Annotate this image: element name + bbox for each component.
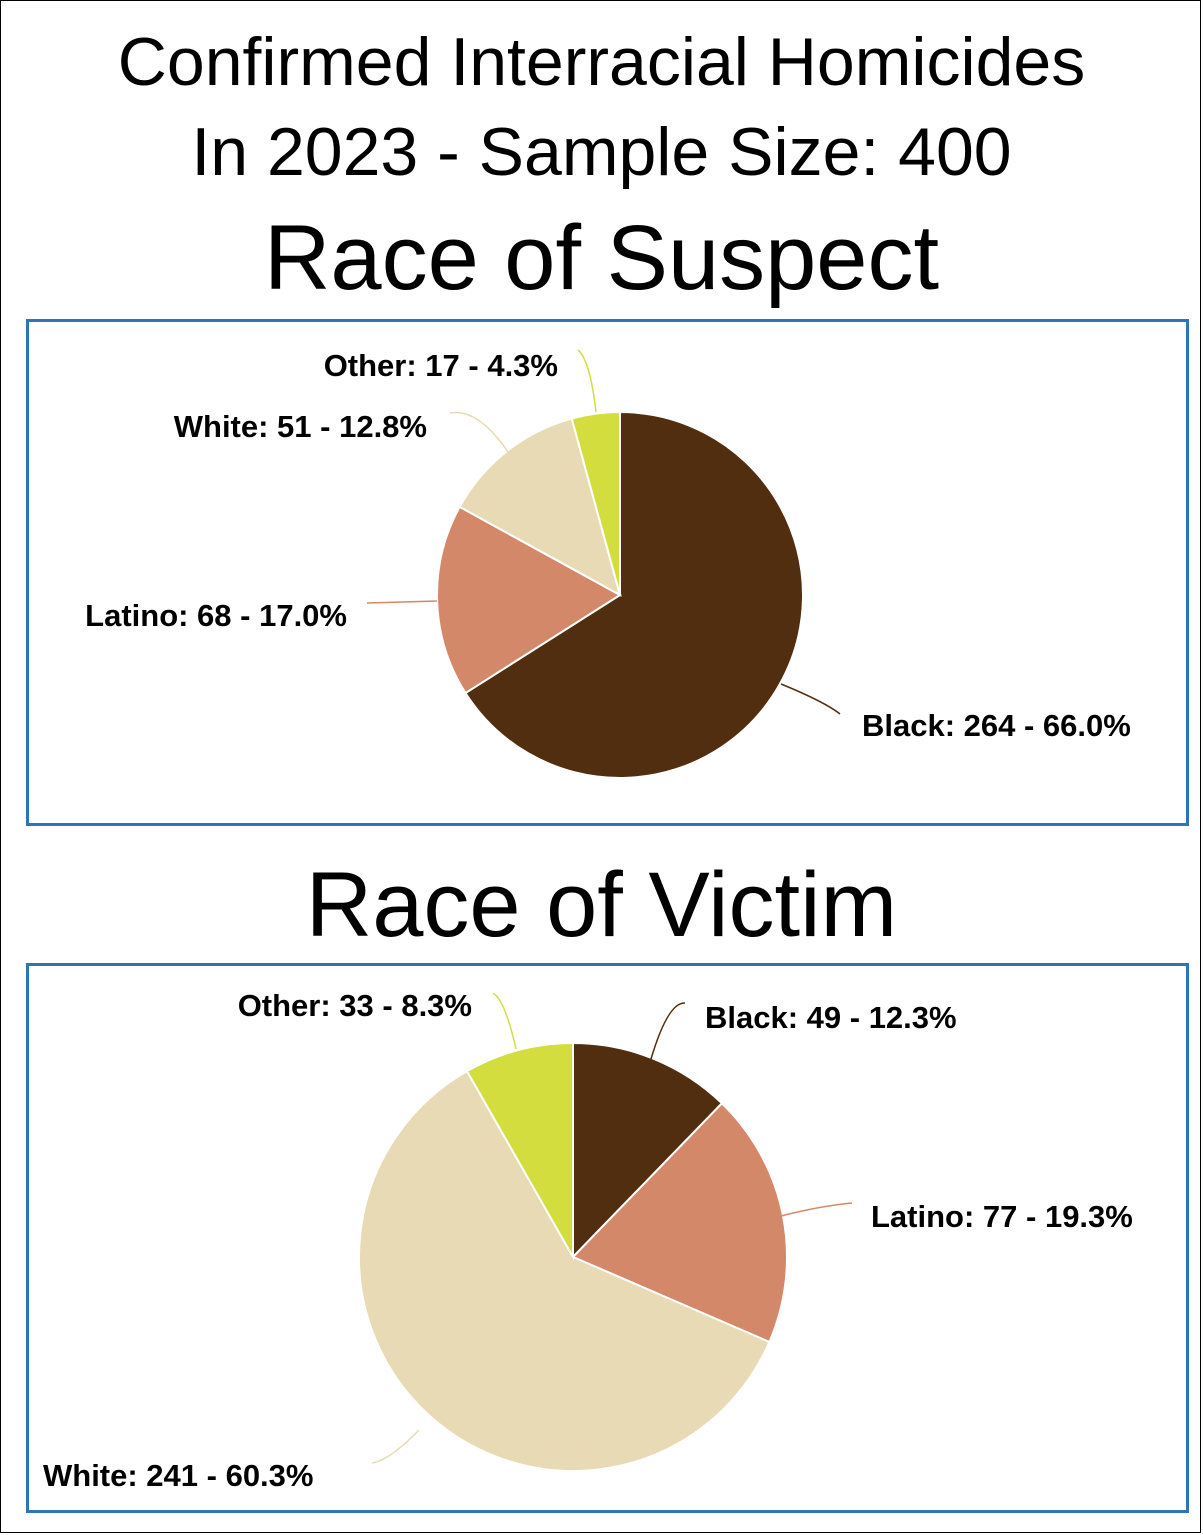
- suspect-chart-title: Race of Suspect: [263, 207, 940, 309]
- victim-chart-title: Race of Victim: [305, 854, 898, 956]
- victim-leader-other: [492, 992, 517, 1050]
- victim-slice-white: [358, 1069, 771, 1472]
- suspect-leader-other: [577, 349, 597, 413]
- victim-leader-black: [650, 1002, 686, 1060]
- victim-label-white: White: 241 - 60.3%: [43, 1458, 313, 1493]
- suspect-leader-black: [780, 683, 841, 715]
- victim-leader-white: [371, 1429, 420, 1464]
- suspect-leader-white: [449, 411, 509, 453]
- victim-label-black: Black: 49 - 12.3%: [705, 1000, 957, 1035]
- victim-label-other: Other: 33 - 8.3%: [238, 988, 472, 1023]
- suspect-label-black: Black: 264 - 66.0%: [862, 708, 1131, 743]
- victim-label-latino: Latino: 77 - 19.3%: [871, 1199, 1133, 1234]
- victim-slice-black: [572, 1041, 724, 1260]
- suspect-label-white: White: 51 - 12.8%: [174, 409, 427, 444]
- suspect-slice-latino: [436, 505, 622, 695]
- suspect-chart-box: [26, 319, 1189, 826]
- suspect-label-latino: Latino: 68 - 17.0%: [85, 598, 347, 633]
- suspect-leader-latino: [366, 600, 438, 604]
- figure-title-line1: Confirmed Interracial Homicides: [117, 24, 1086, 100]
- victim-slice-other: [465, 1041, 574, 1261]
- suspect-slice-other: [570, 410, 621, 596]
- victim-leader-latino: [780, 1202, 853, 1217]
- suspect-label-other: Other: 17 - 4.3%: [324, 348, 558, 383]
- suspect-slice-black: [464, 410, 804, 779]
- figure-title-line2: In 2023 - Sample Size: 400: [191, 114, 1012, 190]
- victim-chart-box: [26, 963, 1189, 1513]
